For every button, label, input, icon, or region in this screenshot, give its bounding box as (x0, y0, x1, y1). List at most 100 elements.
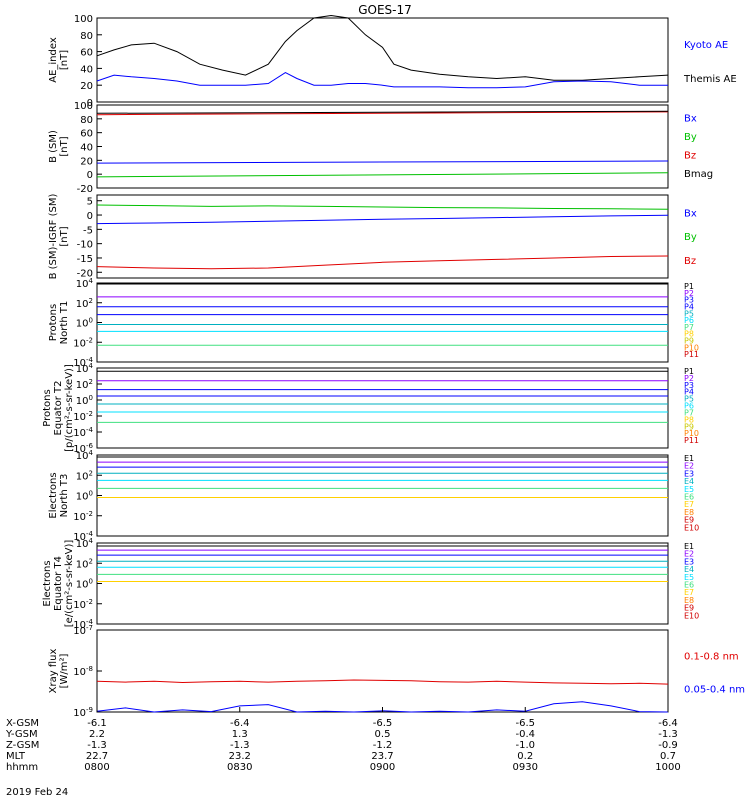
legend-entry: Bz (684, 256, 696, 267)
panel-frame (96, 629, 669, 713)
series-line (96, 255, 669, 270)
y-tick-label: 100 (76, 578, 93, 591)
legend-entry: E6 (684, 581, 694, 590)
legend-entry: P10 (684, 343, 699, 352)
legend-entry: Themis AE (683, 74, 737, 85)
x-row-value: 0900 (370, 762, 395, 773)
legend-entry: P6 (684, 402, 694, 411)
panel-frame (96, 367, 669, 449)
y-tick-label: 100 (74, 101, 93, 112)
y-axis-label: B (SM)-IGRF (SM) (48, 194, 59, 280)
legend-entry: P1 (684, 367, 694, 376)
y-axis-label: North T1 (59, 301, 70, 345)
x-row-value: -1.3 (230, 740, 250, 751)
legend-entry: Bmag (684, 169, 713, 180)
legend-entry: E8 (684, 508, 694, 517)
y-tick-label: 0 (87, 98, 93, 109)
y-axis-label: [e/(cm²-s-sr-keV)] (64, 540, 75, 628)
legend-entry: E7 (684, 588, 694, 597)
legend-entry: P4 (684, 388, 694, 397)
y-tick-label: -15 (77, 254, 93, 265)
x-row-value: 23.7 (371, 751, 393, 762)
y-tick-label: 100 (76, 394, 93, 407)
legend-entry: P2 (684, 374, 694, 383)
x-row-value: 0800 (84, 762, 109, 773)
legend-entry: P7 (684, 323, 694, 332)
legend-entry: E1 (684, 454, 694, 463)
y-tick-label: 102 (76, 469, 93, 482)
legend-entry: P2 (684, 289, 694, 298)
legend-entry: P5 (684, 309, 694, 318)
y-axis-label: [nT] (59, 226, 70, 246)
y-axis-label: Equator T4 (53, 556, 64, 611)
x-row-label: X-GSM (6, 718, 39, 729)
legend-entry: P6 (684, 316, 694, 325)
y-axis-label: Equator T2 (53, 381, 64, 436)
legend-entry: P11 (684, 436, 699, 445)
legend-entry: E10 (684, 523, 699, 532)
x-row-value: 22.7 (86, 751, 108, 762)
y-axis-label: Protons (48, 304, 59, 341)
y-tick-label: -5 (83, 225, 93, 236)
legend-entry: E5 (684, 485, 694, 494)
legend-entry: E3 (684, 469, 694, 478)
series-line (96, 204, 669, 210)
date-label: 2019 Feb 24 (6, 787, 68, 798)
x-row-value: 2.2 (89, 729, 105, 740)
x-row-value: -0.9 (658, 740, 678, 751)
x-row-value: -1.3 (658, 729, 678, 740)
panel-frame (96, 104, 669, 189)
x-row-value: -6.5 (515, 718, 535, 729)
legend-entry: P10 (684, 429, 699, 438)
y-axis-label: [nT] (59, 136, 70, 156)
legend-entry: Bx (684, 208, 697, 219)
panel-2: -20 0 20 40 60 80 100 B (SM) [nT] Bx By Bz Bmag (48, 101, 713, 195)
legend-entry: E8 (684, 596, 694, 605)
y-tick-label: 60 (80, 48, 93, 59)
y-tick-label: -20 (77, 268, 93, 279)
x-row-value: 0.7 (660, 751, 676, 762)
x-row-value: 0.5 (375, 729, 391, 740)
x-row-value: 0830 (227, 762, 252, 773)
x-row-label: Z-GSM (6, 740, 39, 751)
y-axis-label: B (SM) (48, 130, 59, 163)
y-tick-label: 10-2 (73, 410, 93, 423)
x-row-label: MLT (6, 751, 26, 762)
y-axis-label: Protons (42, 389, 53, 426)
x-row-value: -1.2 (373, 740, 393, 751)
legend-entry: By (684, 132, 697, 143)
y-tick-label: 40 (80, 143, 93, 154)
y-tick-label: 104 (76, 277, 94, 290)
y-tick-label: 104 (76, 362, 94, 375)
y-tick-label: 20 (80, 81, 93, 92)
y-tick-label: -20 (77, 184, 93, 195)
series-line (96, 172, 669, 178)
legend-entry: P8 (684, 330, 694, 339)
legend-entry: P8 (684, 415, 694, 424)
legend-entry: P3 (684, 381, 694, 390)
y-tick-label: 10-8 (73, 665, 93, 678)
series-line (96, 111, 669, 116)
series-line (96, 160, 669, 164)
x-row-label: Y-GSM (5, 729, 38, 740)
legend-entry: E1 (684, 542, 694, 551)
y-tick-label: 0 (87, 211, 93, 222)
y-tick-label: 10-4 (73, 426, 93, 439)
series-line (96, 72, 668, 89)
legend-entry: P7 (684, 408, 694, 417)
x-row-value: -6.4 (658, 718, 678, 729)
y-tick-label: 10-7 (73, 624, 93, 637)
y-axis-label: [nT] (59, 50, 70, 70)
x-row-value: -6.5 (373, 718, 393, 729)
y-axis-label: North T3 (59, 474, 70, 518)
y-tick-label: 10-2 (73, 598, 93, 611)
x-row-value: -6.1 (87, 718, 107, 729)
y-tick-label: 10-2 (73, 510, 93, 523)
x-row-value: 0930 (513, 762, 538, 773)
legend-entry: E7 (684, 500, 694, 509)
